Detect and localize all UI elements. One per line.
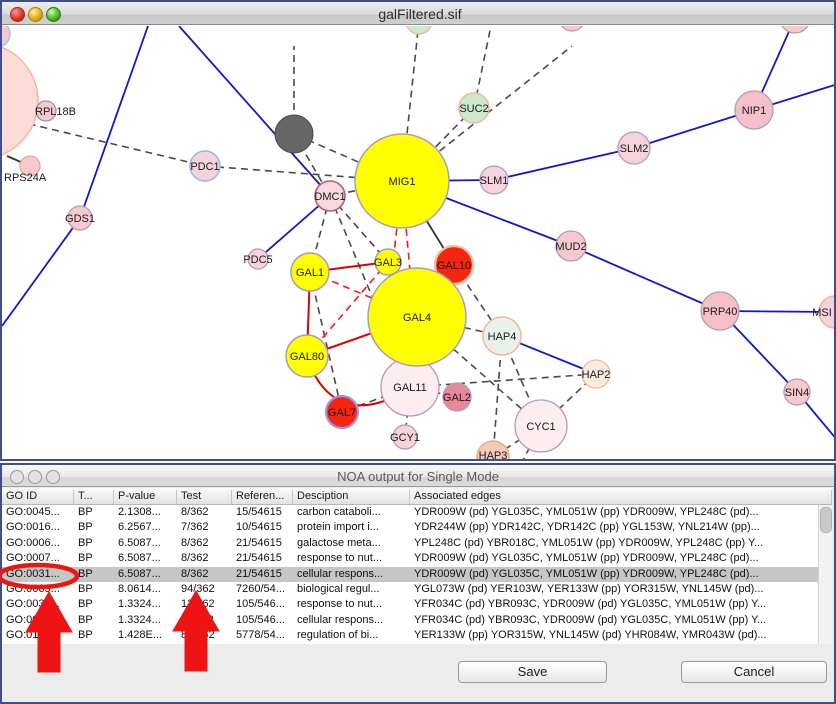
svg-text:MIG1: MIG1 [389,176,416,188]
svg-text:SLM1: SLM1 [480,175,509,187]
svg-text:PDC1: PDC1 [190,161,219,173]
svg-text:GAL7: GAL7 [328,407,356,419]
svg-text:GAL10: GAL10 [437,260,471,272]
svg-text:GAL1: GAL1 [296,267,324,279]
svg-text:MSI: MSI [812,307,832,319]
svg-text:SIN4: SIN4 [785,387,809,399]
svg-text:HAP4: HAP4 [488,331,517,343]
svg-text:NIP1: NIP1 [742,105,766,117]
svg-text:GCY1: GCY1 [390,432,420,444]
svg-text:RPS24A: RPS24A [4,172,47,184]
svg-text:GAL2: GAL2 [443,392,471,404]
svg-text:DMC1: DMC1 [314,191,345,203]
svg-text:SUC2: SUC2 [459,103,488,115]
svg-text:GAL11: GAL11 [393,382,426,394]
svg-text:MUD2: MUD2 [555,241,586,253]
svg-text:RPL18B: RPL18B [35,106,76,118]
svg-text:GAL3: GAL3 [374,257,402,269]
svg-text:GDS1: GDS1 [65,213,95,225]
svg-text:GAL4: GAL4 [403,312,431,324]
svg-text:GAL80: GAL80 [290,351,324,363]
svg-text:PDC5: PDC5 [243,254,272,266]
svg-text:HAP2: HAP2 [582,369,611,381]
svg-text:HAP3: HAP3 [479,450,508,461]
svg-text:PRP40: PRP40 [703,306,738,318]
svg-text:CYC1: CYC1 [526,421,555,433]
svg-text:SLM2: SLM2 [620,143,649,155]
